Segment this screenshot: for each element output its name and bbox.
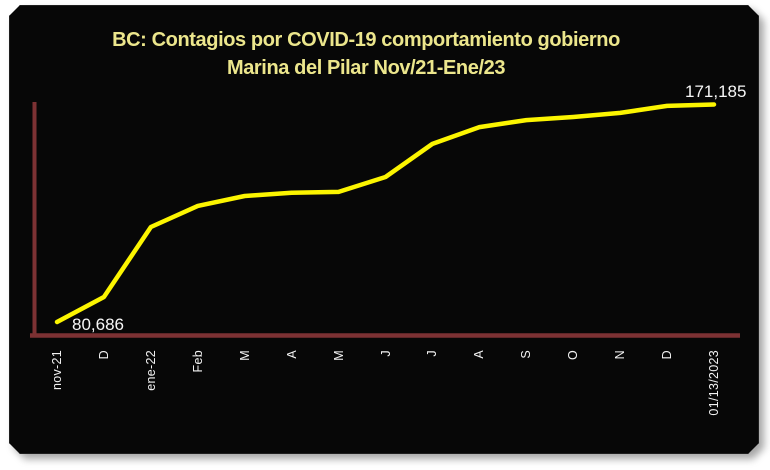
x-tick-label: D bbox=[97, 348, 111, 362]
x-tick-label-text: N bbox=[613, 350, 628, 360]
x-tick-label: J bbox=[425, 348, 439, 362]
x-tick-label: A bbox=[285, 348, 299, 362]
x-tick-label: N bbox=[613, 348, 627, 362]
chart-title: BC: Contagios por COVID-19 comportamient… bbox=[9, 26, 759, 82]
x-tick-label-text: O bbox=[566, 350, 581, 361]
x-tick-label: A bbox=[472, 348, 486, 362]
line-chart bbox=[30, 102, 740, 338]
data-label-first-point: 80,686 bbox=[72, 315, 124, 334]
x-tick-label: J bbox=[379, 348, 393, 362]
x-tick-label: nov-21 bbox=[50, 348, 64, 390]
x-tick-label-text: J bbox=[378, 350, 393, 357]
x-tick-label: 01/13/2023 bbox=[707, 348, 721, 416]
x-tick-label: Feb bbox=[191, 348, 205, 372]
x-tick-label-text: D bbox=[96, 350, 111, 360]
x-tick-label-text: Feb bbox=[190, 350, 205, 373]
chart-panel: BC: Contagios por COVID-19 comportamient… bbox=[9, 5, 759, 454]
x-tick-label: O bbox=[566, 348, 580, 362]
x-tick-label: S bbox=[519, 348, 533, 362]
x-tick-label: ene-22 bbox=[144, 348, 158, 391]
x-tick-label-text: nov-21 bbox=[50, 350, 64, 391]
x-tick-label-text: J bbox=[425, 350, 440, 357]
x-tick-label-text: M bbox=[331, 350, 346, 361]
x-tick-label-text: S bbox=[519, 350, 534, 359]
data-label-last-point: 171,185 bbox=[685, 82, 747, 101]
x-tick-label-text: D bbox=[660, 350, 675, 360]
x-tick-label-text: 01/13/2023 bbox=[707, 350, 721, 416]
x-tick-label-text: A bbox=[284, 350, 299, 359]
x-tick-label-text: ene-22 bbox=[143, 350, 158, 391]
x-tick-label: D bbox=[660, 348, 674, 362]
covid-cases-line bbox=[54, 102, 717, 325]
chart-title-line1: BC: Contagios por COVID-19 comportamient… bbox=[112, 29, 620, 51]
x-tick-label: M bbox=[332, 348, 346, 362]
x-tick-label-text: M bbox=[237, 350, 252, 361]
x-tick-label-text: A bbox=[472, 350, 487, 359]
x-tick-label: M bbox=[238, 348, 252, 362]
chart-title-line2: Marina del Pilar Nov/21-Ene/23 bbox=[226, 57, 506, 79]
